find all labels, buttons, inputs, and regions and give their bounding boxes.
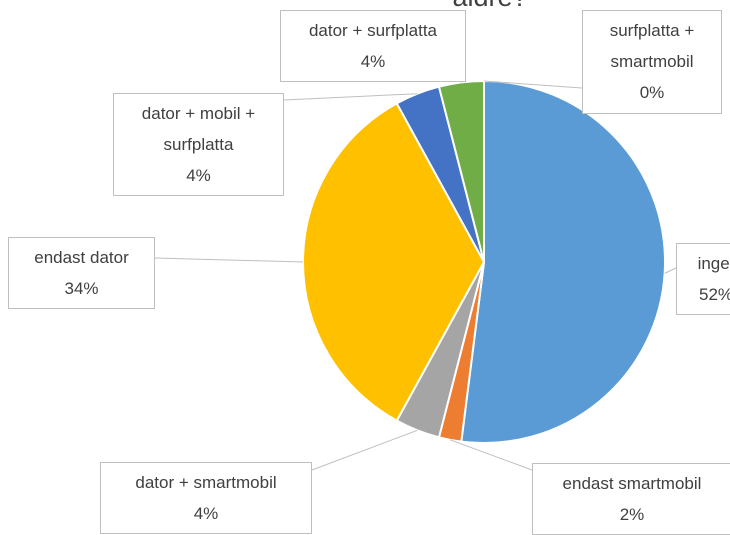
data-label-box: inget 52% bbox=[676, 243, 730, 315]
leader-line bbox=[483, 80, 583, 89]
chart bbox=[154, 71, 677, 471]
value-label: 52% bbox=[698, 285, 730, 304]
category-label: surfplatta + smartmobil bbox=[609, 21, 695, 71]
value-label: 34% bbox=[64, 279, 99, 298]
category-label: endast dator bbox=[34, 248, 129, 267]
leader-line bbox=[664, 267, 677, 274]
chart-title: äldre? bbox=[300, 0, 680, 13]
category-label: dator + mobil + surfplatta bbox=[141, 104, 256, 154]
data-label-box: endast dator 34% bbox=[8, 237, 155, 309]
leader-line bbox=[154, 257, 304, 263]
data-label-box: dator + smartmobil 4% bbox=[100, 462, 312, 534]
value-label: 0% bbox=[639, 83, 665, 102]
leader-line bbox=[283, 93, 418, 101]
pie-slice bbox=[302, 102, 486, 422]
leader-line bbox=[449, 439, 533, 471]
value-label: 2% bbox=[619, 505, 645, 524]
data-label-box: surfplatta + smartmobil 0% bbox=[582, 10, 722, 114]
category-label: endast smartmobil bbox=[562, 474, 702, 493]
value-label: 4% bbox=[360, 52, 386, 71]
value-label: 4% bbox=[186, 166, 211, 185]
page: {"chart_data": {"type": "pie", "title": … bbox=[8, 0, 730, 535]
category-label: dator + smartmobil bbox=[135, 473, 277, 492]
data-label-box: dator + surfplatta 4% bbox=[280, 10, 466, 82]
category-label: inget bbox=[697, 254, 730, 273]
value-label: 4% bbox=[193, 504, 219, 523]
leader-line bbox=[311, 429, 418, 471]
data-label-box: dator + mobil + surfplatta 4% bbox=[113, 93, 284, 196]
pie-slice bbox=[460, 79, 666, 444]
data-label-box: endast smartmobil 2% bbox=[532, 463, 730, 535]
category-label: dator + surfplatta bbox=[308, 21, 438, 40]
